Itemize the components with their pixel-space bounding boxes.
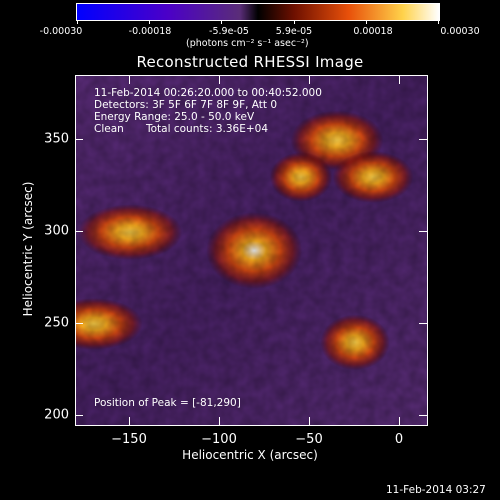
colorbar-tickmark <box>366 20 367 24</box>
heatmap-texture <box>76 76 427 425</box>
y-tick-mark <box>419 231 427 233</box>
x-tick-label: 0 <box>394 432 404 447</box>
annotation-clean: Clean <box>94 123 124 135</box>
x-tick-mark <box>309 417 310 425</box>
chart-title: Reconstructed RHESSI Image <box>136 53 364 71</box>
x-tick-label: −50 <box>295 432 323 447</box>
y-tick-mark <box>75 414 83 416</box>
y-tick-mark <box>75 231 83 233</box>
x-tick-mark <box>309 76 310 84</box>
y-tick-label: 200 <box>44 407 69 423</box>
x-tick-mark <box>219 417 220 425</box>
colorbar-tickmark <box>77 20 78 24</box>
x-tick-mark <box>399 76 400 84</box>
y-axis-label: Heliocentric Y (arcsec) <box>21 181 35 317</box>
x-tick-mark <box>129 76 130 84</box>
footer-timestamp: 11-Feb-2014 03:27 <box>386 484 486 496</box>
x-axis-label: Heliocentric X (arcsec) <box>182 448 318 462</box>
annotation-detectors: Detectors: 3F 5F 6F 7F 8F 9F, Att 0 <box>94 99 278 111</box>
colorbar-tickmark <box>294 20 295 24</box>
y-tick-label: 250 <box>44 315 69 331</box>
x-tick-mark <box>399 417 400 425</box>
heatmap <box>76 76 427 425</box>
colorbar <box>76 3 440 24</box>
y-tick-mark <box>419 139 427 141</box>
colorbar-tick-label: -5.9e-05 <box>209 26 249 37</box>
annotation-time-range: 11-Feb-2014 00:26:20.000 to 00:40:52.000 <box>94 87 322 99</box>
y-tick-mark <box>419 322 427 324</box>
annotation-total-counts: Total counts: 3.36E+04 <box>146 123 269 135</box>
y-tick-label: 300 <box>44 223 69 239</box>
colorbar-tickmark <box>149 20 150 24</box>
colorbar-tick-label: -0.00030 <box>39 26 83 37</box>
y-tick-label: 350 <box>44 131 69 147</box>
colorbar-tick-label: 0.00018 <box>353 26 393 37</box>
colorbar-tickmark <box>438 20 439 24</box>
x-tick-label: −100 <box>201 432 237 447</box>
annotation-peak-position: Position of Peak = [-81,290] <box>94 397 241 409</box>
annotation-energy-range: Energy Range: 25.0 - 50.0 keV <box>94 111 255 123</box>
colorbar-tick-label: -0.00018 <box>128 26 172 37</box>
y-tick-mark <box>75 139 83 141</box>
y-tick-mark <box>75 322 83 324</box>
y-tick-mark <box>419 414 427 416</box>
x-tick-mark <box>129 417 130 425</box>
colorbar-tickmark <box>221 20 222 24</box>
colorbar-tick-label: 0.00030 <box>440 26 480 37</box>
colorbar-units-label: (photons cm⁻² s⁻¹ asec⁻²) <box>186 38 309 49</box>
x-tick-label: −150 <box>111 432 147 447</box>
colorbar-tick-label: 5.9e-05 <box>275 26 313 37</box>
plot-area <box>75 75 428 426</box>
x-tick-mark <box>219 76 220 84</box>
